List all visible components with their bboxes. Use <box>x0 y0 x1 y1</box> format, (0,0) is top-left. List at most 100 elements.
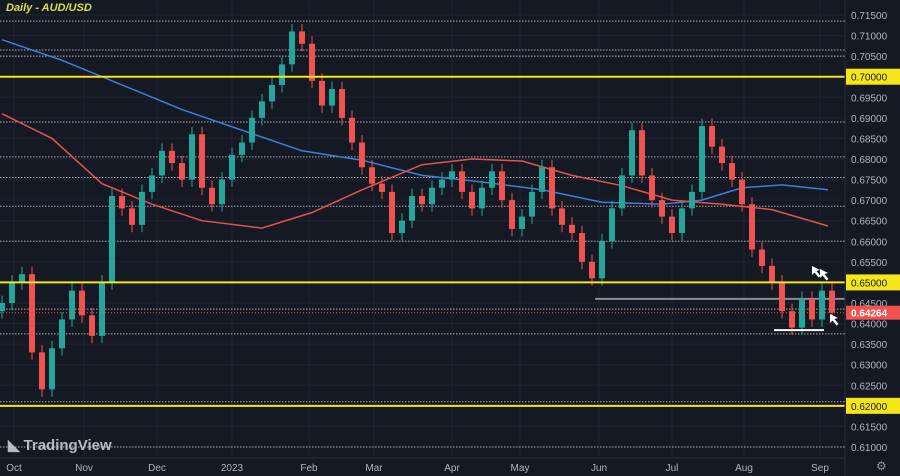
tradingview-logo: ◣ TradingView <box>8 436 112 455</box>
candle-body <box>259 101 265 118</box>
candle-body <box>0 302 5 312</box>
candle-body <box>639 130 645 176</box>
chart-title: Daily - AUD/USD <box>6 2 92 14</box>
candle-body <box>209 187 215 205</box>
time-tick-label: Mar <box>365 463 383 474</box>
price-tick-label: 0.69000 <box>851 114 888 125</box>
candle-body <box>719 146 725 164</box>
candle-body <box>699 126 705 192</box>
candle-body <box>69 290 75 320</box>
candle-body <box>669 216 675 234</box>
candle-body <box>89 315 95 336</box>
candle-body <box>599 241 605 279</box>
arrow-icon <box>830 314 839 326</box>
price-tick-label: 0.61000 <box>851 443 888 454</box>
watermark-text: TradingView <box>23 436 112 454</box>
candle-body <box>649 175 655 201</box>
candle-body <box>509 200 515 229</box>
price-tick-label: 0.70000 <box>851 73 888 84</box>
arrow-icon <box>812 266 821 278</box>
candle-body <box>779 282 785 312</box>
candle-body <box>409 196 415 221</box>
price-tick-label: 0.68000 <box>851 155 888 166</box>
candle-body <box>799 298 805 328</box>
time-tick-label: Sep <box>811 463 829 474</box>
candle-body <box>439 179 445 188</box>
price-tick-label: 0.65000 <box>851 278 888 289</box>
candle-body <box>49 348 55 390</box>
candle-body <box>179 163 185 180</box>
candle-body <box>589 261 595 279</box>
candle-body <box>689 191 695 209</box>
candle-body <box>359 142 365 168</box>
last-price-badge <box>846 305 900 320</box>
price-tick-label: 0.68500 <box>851 134 888 145</box>
candle-body <box>549 167 555 209</box>
candle-body <box>749 204 755 250</box>
candle-body <box>419 196 425 205</box>
time-tick-label: Feb <box>300 463 318 474</box>
candle-body <box>379 183 385 192</box>
candle-body <box>559 208 565 225</box>
candle-body <box>569 224 575 234</box>
candle-body <box>159 150 165 176</box>
candle-body <box>9 282 15 303</box>
time-tick-label: Jun <box>591 463 607 474</box>
price-label-highlight <box>846 274 900 291</box>
candle-body <box>199 134 205 188</box>
candle-body <box>539 167 545 192</box>
price-tick-label: 0.64000 <box>851 320 888 331</box>
price-tick-label: 0.62500 <box>851 381 888 392</box>
time-tick-label: May <box>511 463 530 474</box>
candle-body <box>739 179 745 205</box>
price-tick-label: 0.62000 <box>851 402 888 413</box>
logo-icon: ◣ <box>8 437 20 454</box>
candle-body <box>119 196 125 209</box>
candle-body <box>269 84 275 102</box>
price-tick-label: 0.66000 <box>851 237 888 248</box>
candle-body <box>529 191 535 217</box>
candle-body <box>429 187 435 205</box>
candle-body <box>169 150 175 164</box>
time-tick-label: Aug <box>735 463 753 474</box>
price-tick-label: 0.66500 <box>851 217 888 228</box>
candle-body <box>299 31 305 44</box>
price-tick-label: 0.65500 <box>851 258 888 269</box>
candle-body <box>729 163 735 180</box>
candle-body <box>59 319 65 349</box>
time-tick-label: Jul <box>666 463 679 474</box>
moving-average-fast <box>1 113 829 229</box>
candle-body <box>759 249 765 266</box>
price-tick-label: 0.67000 <box>851 196 888 207</box>
candle-body <box>519 216 525 229</box>
time-tick-label: Apr <box>444 463 460 474</box>
last-price-label: 0.64264 <box>851 309 888 320</box>
candle-body <box>79 290 85 316</box>
candle-body <box>489 171 495 188</box>
candle-body <box>239 142 245 155</box>
candle-body <box>109 196 115 283</box>
candle-body <box>279 64 285 85</box>
candle-body <box>679 208 685 234</box>
candle-body <box>809 298 815 320</box>
candle-body <box>629 130 635 176</box>
candle-body <box>499 171 505 201</box>
candle-body <box>149 175 155 192</box>
candle-body <box>289 31 295 65</box>
candle-body <box>39 352 45 390</box>
candle-body <box>369 167 375 184</box>
candle-body <box>469 191 475 209</box>
price-tick-label: 0.71500 <box>851 11 888 22</box>
price-label-highlight <box>846 68 900 85</box>
candle-body <box>219 179 225 205</box>
price-tick-label: 0.63000 <box>851 361 888 372</box>
candle-body <box>309 43 315 81</box>
candle-body <box>349 117 355 143</box>
candle-body <box>829 290 835 313</box>
gear-icon[interactable]: ⚙ <box>876 459 887 473</box>
time-tick-label: Dec <box>148 463 166 474</box>
price-label-highlight <box>846 397 900 414</box>
time-tick-label: Nov <box>75 463 93 474</box>
